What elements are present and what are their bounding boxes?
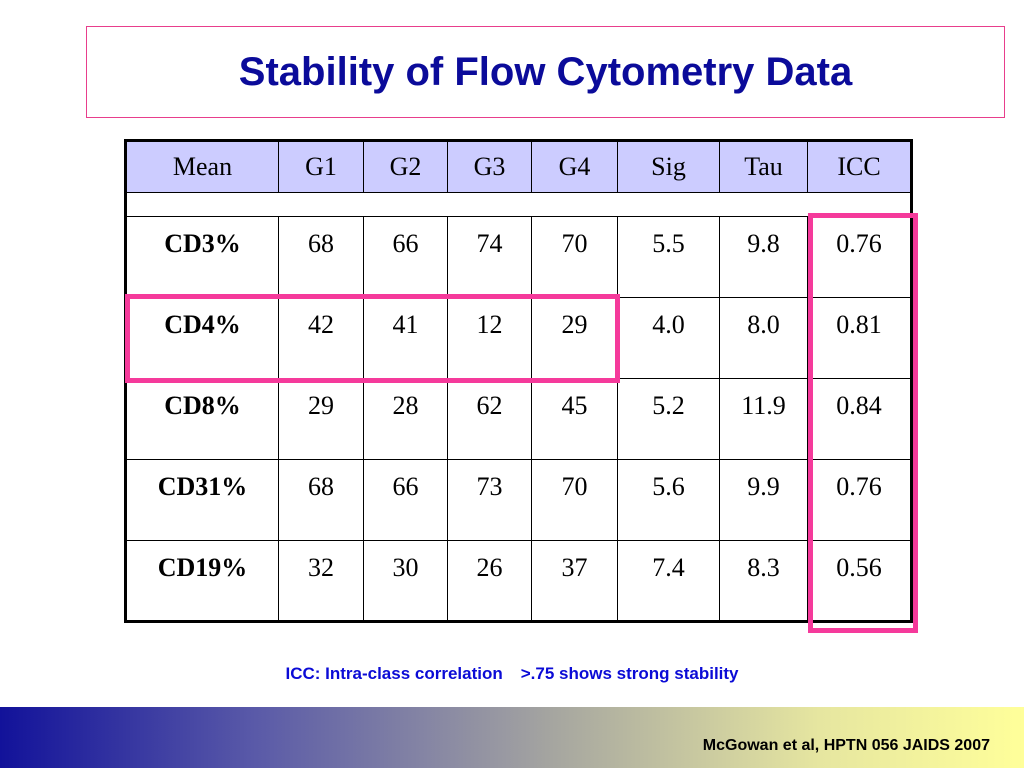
cell-g4: 37 xyxy=(531,540,618,622)
table-row: CD8% 29 28 62 45 5.2 11.9 0.84 xyxy=(125,378,912,460)
cell-g4: 70 xyxy=(531,216,618,298)
title-frame xyxy=(86,26,1005,118)
spacer-row xyxy=(125,192,912,217)
cell-g3: 12 xyxy=(447,297,532,379)
header-row: Mean G1 G2 G3 G4 Sig Tau ICC xyxy=(125,140,912,193)
cell-g4: 45 xyxy=(531,378,618,460)
header-g2: G2 xyxy=(363,140,448,193)
citation: McGowan et al, HPTN 056 JAIDS 2007 xyxy=(702,737,990,754)
header-g1: G1 xyxy=(278,140,364,193)
cell-icc: 0.76 xyxy=(807,459,912,541)
cell-g3: 74 xyxy=(447,216,532,298)
cell-g1: 29 xyxy=(278,378,364,460)
header-g3: G3 xyxy=(447,140,532,193)
table-row: CD4% 42 41 12 29 4.0 8.0 0.81 xyxy=(125,297,912,379)
cell-g3: 26 xyxy=(447,540,532,622)
row-label: CD31% xyxy=(125,459,279,541)
row-label: CD19% xyxy=(125,540,279,622)
header-g4: G4 xyxy=(531,140,618,193)
header-sig: Sig xyxy=(617,140,720,193)
footnote: ICC: Intra-class correlation >.75 shows s… xyxy=(0,664,1024,684)
cell-g2: 66 xyxy=(363,459,448,541)
cell-g2: 66 xyxy=(363,216,448,298)
cell-icc: 0.81 xyxy=(807,297,912,379)
cell-g1: 42 xyxy=(278,297,364,379)
cell-sig: 5.5 xyxy=(617,216,720,298)
cell-g2: 30 xyxy=(363,540,448,622)
cell-icc: 0.84 xyxy=(807,378,912,460)
cell-sig: 5.6 xyxy=(617,459,720,541)
table-row: CD3% 68 66 74 70 5.5 9.8 0.76 xyxy=(125,216,912,298)
cell-g3: 73 xyxy=(447,459,532,541)
row-label: CD4% xyxy=(125,297,279,379)
cell-icc: 0.56 xyxy=(807,540,912,622)
cell-tau: 11.9 xyxy=(719,378,808,460)
row-label: CD8% xyxy=(125,378,279,460)
cell-tau: 9.8 xyxy=(719,216,808,298)
table-row: CD19% 32 30 26 37 7.4 8.3 0.56 xyxy=(125,540,912,622)
cell-g4: 70 xyxy=(531,459,618,541)
cell-g1: 68 xyxy=(278,459,364,541)
cell-g3: 62 xyxy=(447,378,532,460)
cell-g1: 68 xyxy=(278,216,364,298)
spacer-cell xyxy=(125,192,912,217)
slide-title: Stability of Flow Cytometry Data xyxy=(238,49,853,94)
cell-tau: 9.9 xyxy=(719,459,808,541)
header-tau: Tau xyxy=(719,140,808,193)
cell-icc: 0.76 xyxy=(807,216,912,298)
header-icc: ICC xyxy=(807,140,912,193)
cell-sig: 4.0 xyxy=(617,297,720,379)
footer-gradient-bar xyxy=(0,707,1024,768)
cell-g1: 32 xyxy=(278,540,364,622)
cell-g2: 28 xyxy=(363,378,448,460)
header-mean: Mean xyxy=(125,140,279,193)
cell-tau: 8.3 xyxy=(719,540,808,622)
cytometry-table: Mean G1 G2 G3 G4 Sig Tau ICC CD3% 68 66 … xyxy=(124,139,913,623)
row-label: CD3% xyxy=(125,216,279,298)
icc-definition: ICC: Intra-class correlation xyxy=(285,664,503,683)
cell-sig: 5.2 xyxy=(617,378,720,460)
cell-g2: 41 xyxy=(363,297,448,379)
table-row: CD31% 68 66 73 70 5.6 9.9 0.76 xyxy=(125,459,912,541)
cell-g4: 29 xyxy=(531,297,618,379)
cell-tau: 8.0 xyxy=(719,297,808,379)
stability-threshold: >.75 shows strong stability xyxy=(520,664,739,683)
cell-sig: 7.4 xyxy=(617,540,720,622)
